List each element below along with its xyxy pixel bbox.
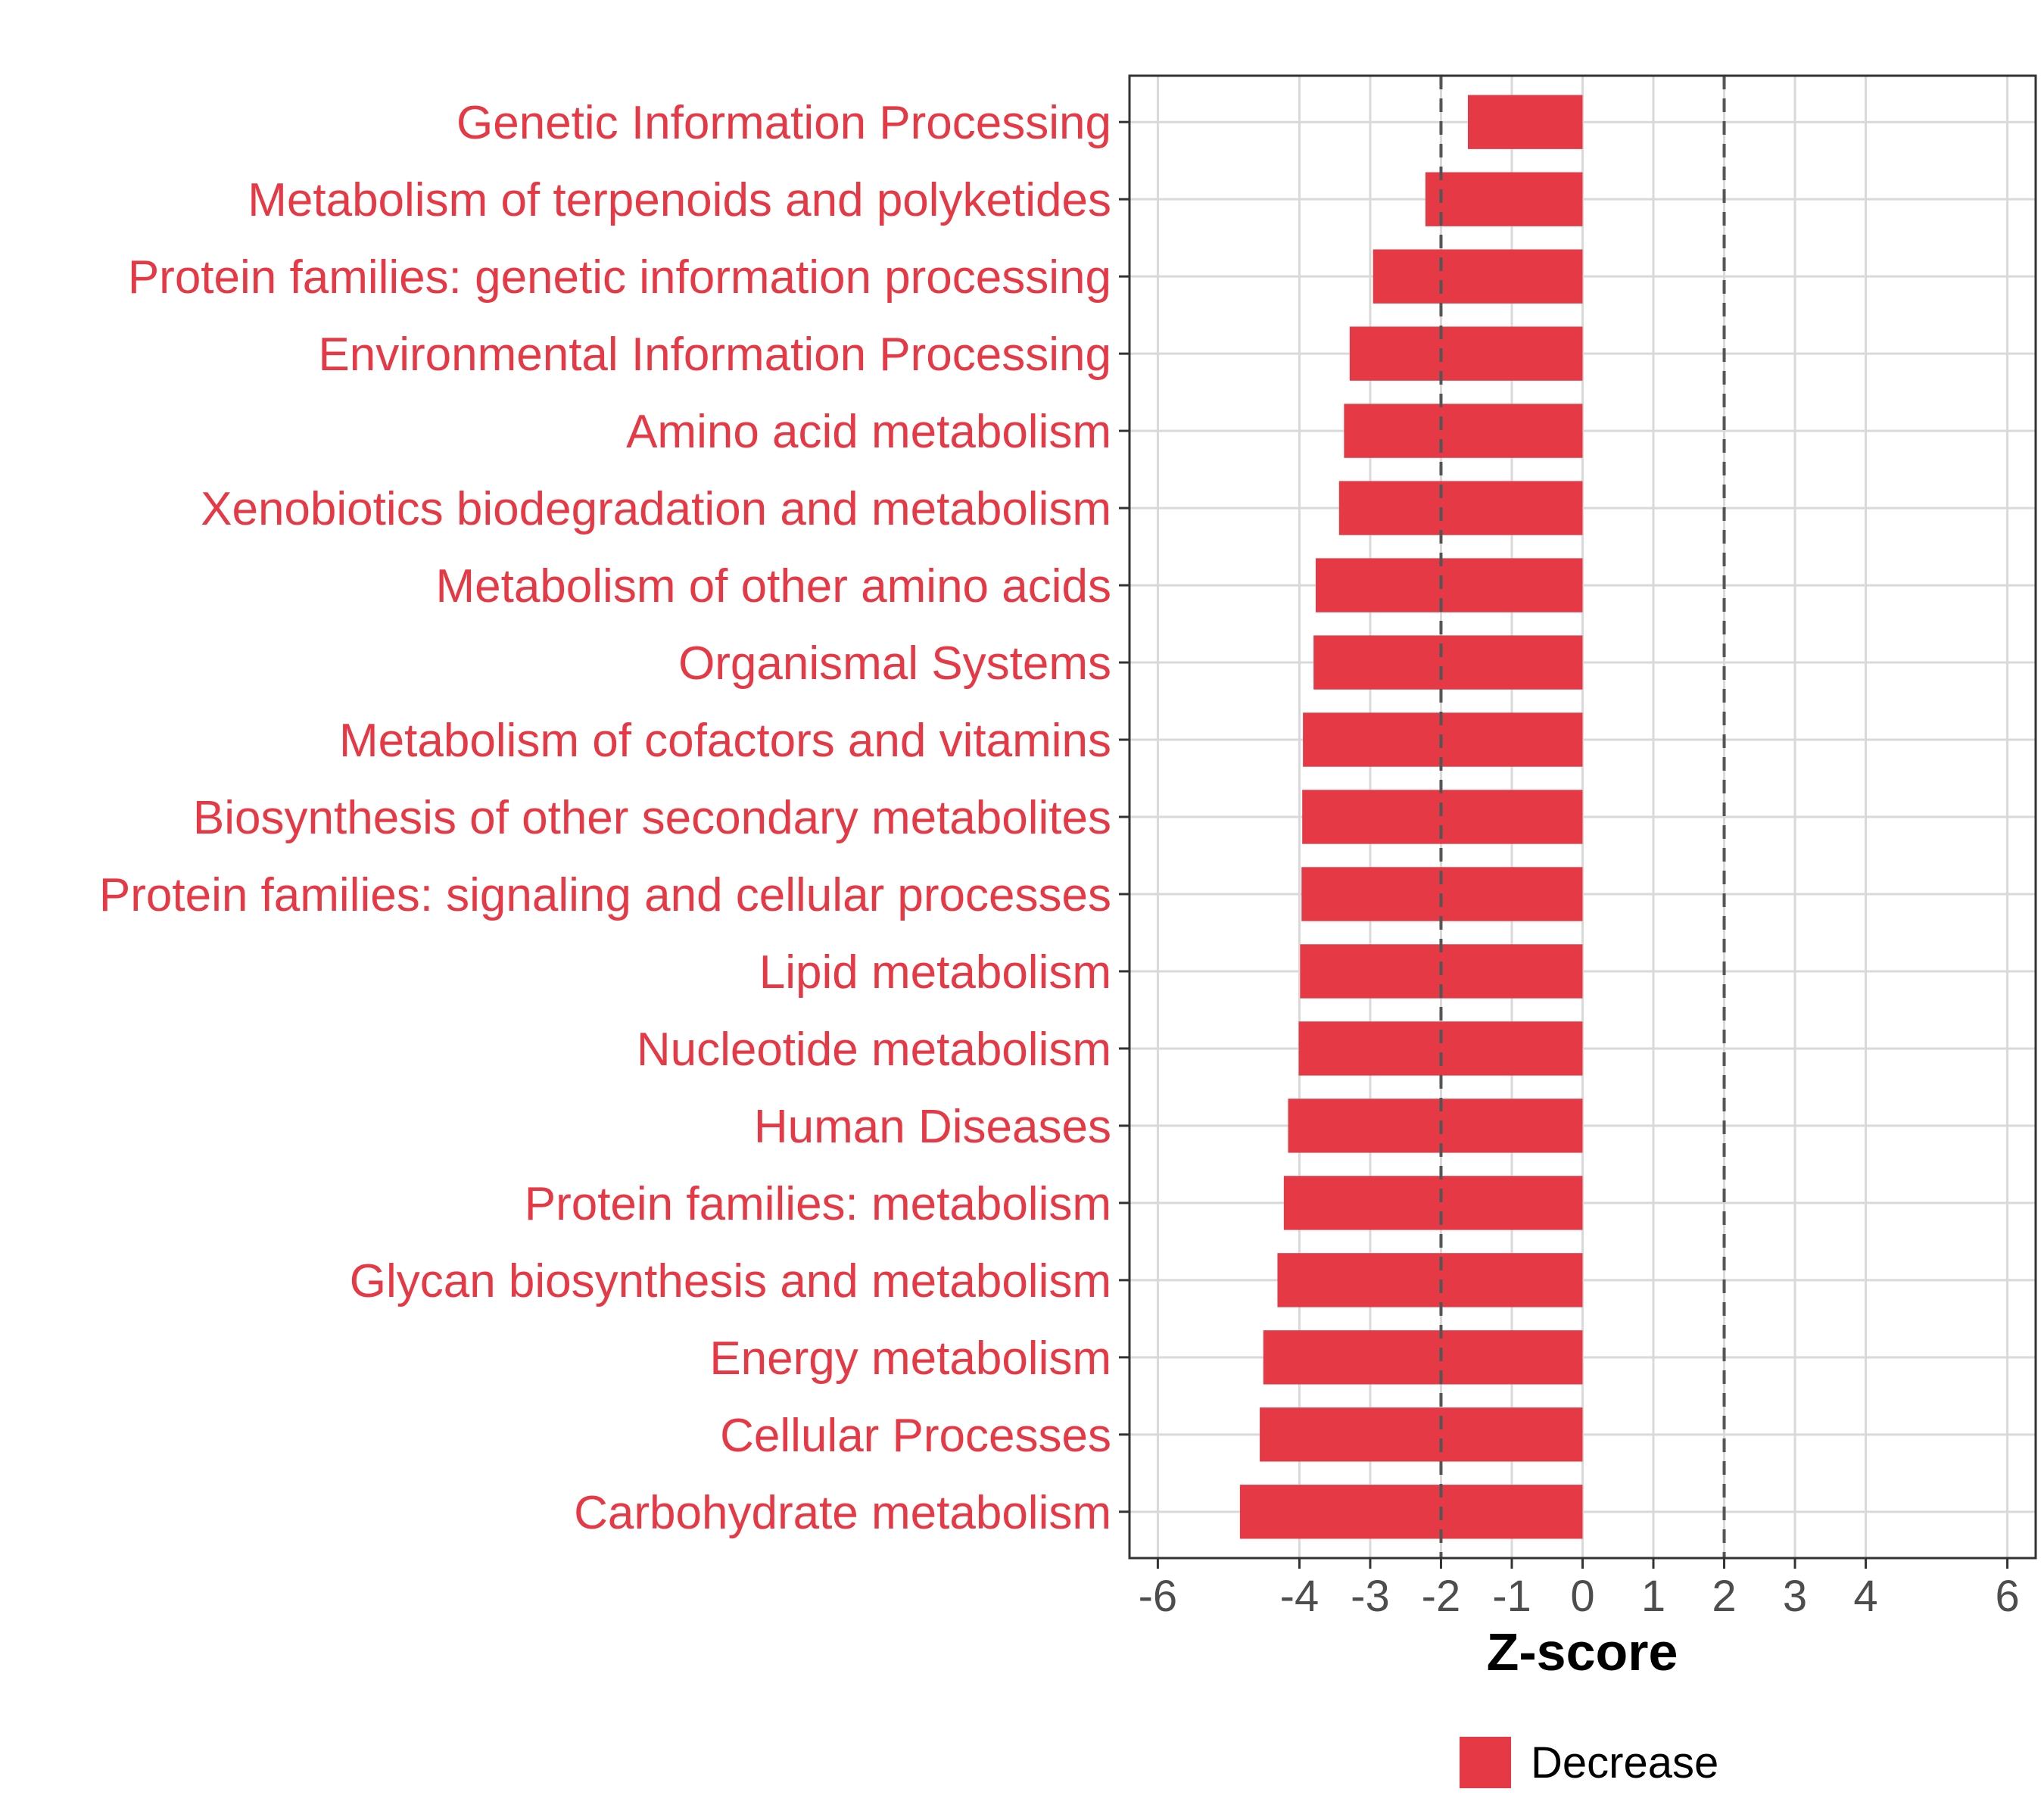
x-tick-label: 3 (1783, 1572, 1807, 1621)
category-label: Glycan biosynthesis and metabolism (350, 1255, 1111, 1307)
category-label: Metabolism of terpenoids and polyketides (248, 174, 1111, 226)
legend-label-decrease: Decrease (1531, 1738, 1718, 1787)
bar (1338, 481, 1583, 535)
category-label: Lipid metabolism (759, 946, 1111, 999)
category-label: Amino acid metabolism (626, 406, 1111, 458)
category-label: Metabolism of cofactors and vitamins (339, 715, 1111, 767)
x-tick-label: 2 (1712, 1572, 1736, 1621)
bar (1239, 1485, 1583, 1539)
category-label: Organismal Systems (678, 637, 1111, 690)
category-label: Nucleotide metabolism (637, 1024, 1111, 1076)
category-label: Xenobiotics biodegradation and metabolis… (201, 483, 1111, 535)
x-tick-label: -2 (1422, 1572, 1461, 1621)
bar (1344, 404, 1583, 458)
bar (1298, 1021, 1583, 1076)
category-label: Protein families: signaling and cellular… (99, 869, 1111, 921)
bar (1263, 1330, 1583, 1385)
x-tick-label: -4 (1280, 1572, 1320, 1621)
bar (1303, 712, 1583, 767)
x-tick-label: -6 (1139, 1572, 1178, 1621)
x-tick-labels: -6 -4 -3 -2 -1 0 1 2 3 4 6 (1139, 1572, 2020, 1621)
x-axis-title: Z-score (1487, 1622, 1678, 1681)
category-label: Environmental Information Processing (318, 329, 1111, 381)
category-label: Genetic Information Processing (456, 97, 1111, 149)
legend-swatch-decrease (1460, 1737, 1511, 1788)
category-label: Metabolism of other amino acids (435, 560, 1111, 612)
x-axis-ticks (1156, 1558, 2009, 1569)
y-axis-ticks (1119, 120, 1129, 1513)
reference-lines (1439, 76, 1726, 1558)
x-tick-label: 6 (1995, 1572, 2019, 1621)
category-labels: Genetic Information Processing Metabolism… (99, 97, 1111, 1539)
category-label: Human Diseases (754, 1101, 1111, 1153)
category-label: Energy metabolism (709, 1332, 1111, 1385)
bar (1260, 1407, 1583, 1462)
bar (1313, 635, 1583, 690)
bar (1468, 95, 1583, 149)
bar (1425, 172, 1583, 226)
category-label: Carbohydrate metabolism (574, 1487, 1111, 1539)
bar (1288, 1099, 1583, 1153)
category-label: Cellular Processes (720, 1410, 1111, 1462)
category-label: Biosynthesis of other secondary metaboli… (193, 792, 1111, 844)
legend: Decrease (1460, 1737, 1718, 1788)
bar (1373, 249, 1583, 304)
x-tick-label: -3 (1351, 1572, 1390, 1621)
bars (1239, 95, 1583, 1539)
bar (1283, 1176, 1583, 1230)
bar (1349, 326, 1583, 381)
category-label: Protein families: genetic information pr… (128, 251, 1111, 304)
category-label: Protein families: metabolism (525, 1178, 1111, 1230)
bar (1315, 558, 1583, 612)
x-tick-label: 0 (1570, 1572, 1594, 1621)
x-tick-label: 1 (1641, 1572, 1665, 1621)
x-tick-label: 4 (1853, 1572, 1877, 1621)
x-tick-label: -1 (1492, 1572, 1531, 1621)
bar (1277, 1253, 1583, 1307)
